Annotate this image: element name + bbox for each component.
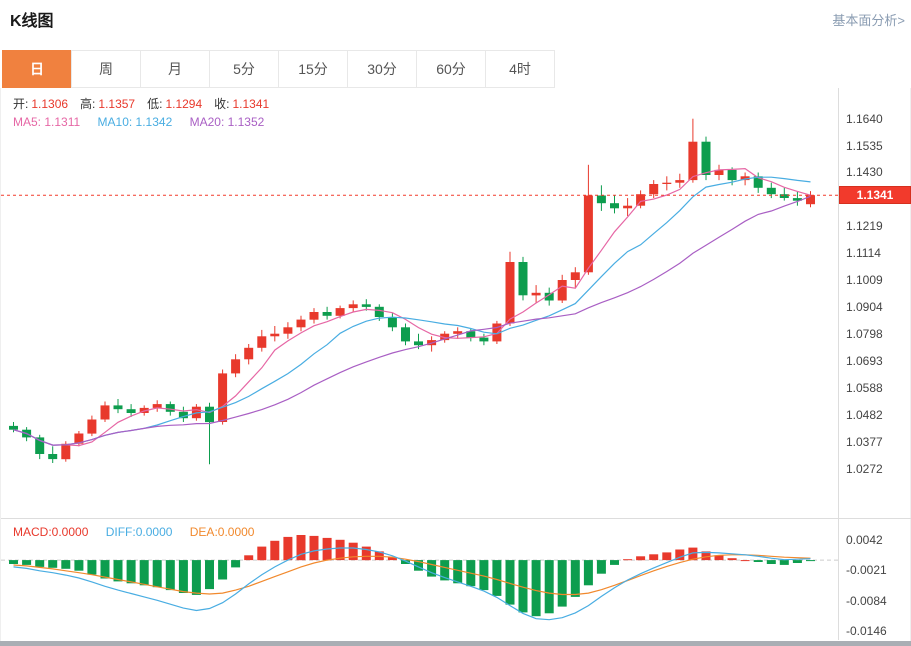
macd-axis: 0.0042 -0.0021 -0.0084 -0.0146 (839, 519, 911, 640)
bottom-scrollbar[interactable] (0, 641, 911, 646)
price-axis-label: 1.0798 (846, 327, 883, 341)
ma10-line (13, 176, 811, 446)
ma20-line (13, 195, 811, 446)
main-chart-svg[interactable] (1, 88, 838, 518)
ohlc-info: 开: 1.1306 高: 1.1357 低: 1.1294 收: 1.1341 (13, 95, 281, 112)
price-axis-label: 1.1219 (846, 219, 883, 233)
low-label: 低: (147, 97, 163, 111)
tab-60min[interactable]: 60分 (416, 50, 486, 88)
current-price-badge: 1.1341 (839, 186, 911, 204)
ma10-value: 1.1342 (135, 115, 173, 129)
price-axis: 1.1640 1.1535 1.1430 1.1219 1.1114 1.1009 1.09… (839, 88, 911, 518)
tab-week[interactable]: 周 (71, 50, 141, 88)
diff-value: 0.0000 (135, 525, 173, 539)
price-axis-label: 1.1430 (846, 165, 883, 179)
price-axis-label: 1.0904 (846, 300, 883, 314)
dea-label: DEA: (189, 525, 218, 539)
price-axis-label: 1.1640 (846, 112, 883, 126)
tab-30min[interactable]: 30分 (347, 50, 417, 88)
chart-box: 开: 1.1306 高: 1.1357 低: 1.1294 收: 1.1341 MA5: 1.… (0, 88, 911, 641)
macd-label: MACD: (13, 525, 52, 539)
open-label: 开: (13, 97, 29, 111)
high-label: 高: (80, 97, 96, 111)
macd-chart-svg[interactable] (1, 519, 838, 640)
fundamental-analysis-link[interactable]: 基本面分析> (832, 13, 905, 28)
tab-month[interactable]: 月 (140, 50, 210, 88)
tab-4hour[interactable]: 4时 (485, 50, 555, 88)
price-axis-label: 1.0272 (846, 462, 883, 476)
ma-info: MA5: 1.1311 MA10: 1.1342 MA20: 1.1352 (13, 115, 278, 129)
price-axis-label: 1.0377 (846, 435, 883, 449)
panel-divider (1, 518, 911, 519)
macd-value: 0.0000 (51, 525, 89, 539)
price-axis-label: 1.1535 (846, 139, 883, 153)
dea-value: 0.0000 (217, 525, 255, 539)
ma5-label: MA5: (13, 115, 42, 129)
low-value: 1.1294 (165, 97, 203, 111)
axis-divider (838, 88, 839, 640)
price-axis-label: 1.0693 (846, 354, 883, 368)
tab-day[interactable]: 日 (2, 50, 72, 88)
candles (9, 118, 815, 465)
price-axis-label: 1.1009 (846, 273, 883, 287)
ma20-value: 1.1352 (227, 115, 265, 129)
macd-axis-label: 0.0042 (846, 533, 883, 547)
close-value: 1.1341 (232, 97, 270, 111)
macd-info: MACD:0.0000 DIFF:0.0000 DEA:0.0000 (13, 525, 268, 539)
high-value: 1.1357 (98, 97, 136, 111)
ma20-label: MA20: (189, 115, 225, 129)
macd-axis-label: -0.0084 (846, 594, 887, 608)
diff-line (13, 547, 811, 621)
price-axis-label: 1.0588 (846, 381, 883, 395)
tab-15min[interactable]: 15分 (278, 50, 348, 88)
price-axis-label: 1.0482 (846, 408, 883, 422)
close-label: 收: (214, 97, 230, 111)
ma5-value: 1.1311 (44, 115, 81, 129)
tab-5min[interactable]: 5分 (209, 50, 279, 88)
dea-line (13, 554, 811, 596)
ma5-line (13, 167, 811, 447)
ma10-label: MA10: (97, 115, 133, 129)
open-value: 1.1306 (31, 97, 69, 111)
macd-axis-label: -0.0146 (846, 624, 887, 638)
price-axis-label: 1.1114 (846, 246, 881, 260)
page-title: K线图 (10, 13, 54, 30)
macd-axis-label: -0.0021 (846, 563, 887, 577)
diff-label: DIFF: (105, 525, 136, 539)
tab-bar: 日周月 5分 15分 30分 60分 4时 (2, 50, 555, 88)
macd-bars (9, 535, 815, 617)
